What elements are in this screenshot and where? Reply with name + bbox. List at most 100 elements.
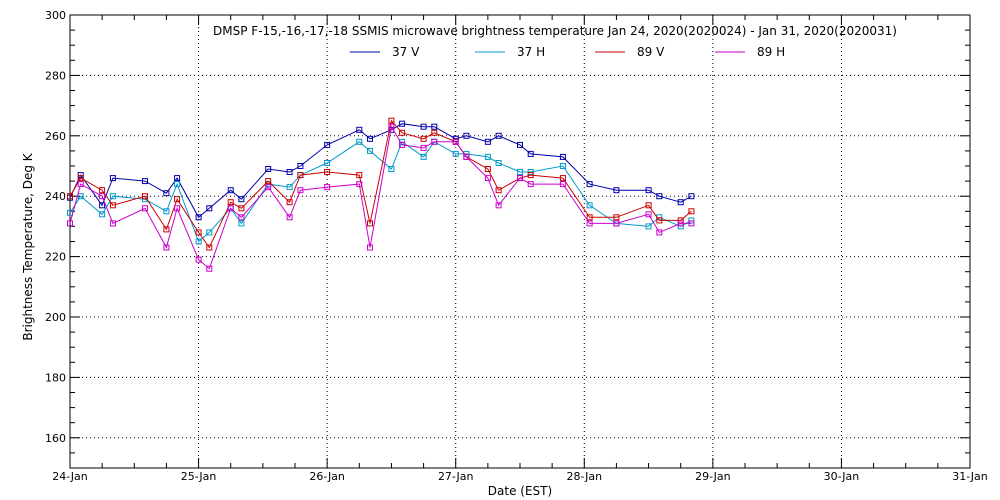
data-point-89-h	[174, 205, 181, 212]
y-tick-label: 280	[45, 69, 66, 82]
data-point-89-h	[286, 214, 293, 221]
data-point-89-h	[109, 220, 116, 227]
data-point-89-h	[238, 214, 245, 221]
x-tick-label: 28-Jan	[567, 470, 603, 483]
y-tick-label: 220	[45, 251, 66, 264]
data-point-89-v	[163, 226, 170, 233]
x-axis-label: Date (EST)	[488, 484, 552, 498]
x-tick-label: 29-Jan	[695, 470, 731, 483]
data-point-89-v	[484, 166, 491, 172]
data-point-37-h	[99, 211, 106, 218]
data-point-37-v	[356, 126, 363, 133]
x-tick-label: 31-Jan	[952, 470, 988, 483]
data-point-89-h	[484, 175, 491, 182]
series-line-89-v	[69, 119, 692, 249]
x-tick-label: 27-Jan	[438, 470, 474, 483]
data-point-37-v	[399, 120, 406, 127]
data-point-37-v	[420, 123, 427, 130]
series-89-v	[67, 117, 695, 251]
data-point-89-v	[99, 187, 106, 194]
data-point-89-h	[586, 220, 593, 227]
data-point-89-v	[656, 217, 663, 224]
data-point-89-h	[367, 244, 373, 251]
data-point-89-h	[645, 211, 652, 218]
data-point-37-h	[420, 153, 427, 160]
series-89-h	[67, 123, 695, 272]
data-point-89-h	[163, 244, 170, 251]
legend-item-89-v: 89 V	[595, 45, 665, 59]
data-point-37-v	[174, 175, 181, 182]
data-point-89-h	[324, 184, 331, 191]
series-line-37-v	[69, 123, 692, 219]
data-point-89-h	[388, 123, 395, 130]
data-point-89-h	[463, 153, 470, 160]
series-37-h	[67, 138, 695, 245]
data-point-89-v	[206, 244, 213, 251]
data-point-89-h	[356, 181, 363, 188]
data-point-37-v	[163, 190, 170, 197]
data-point-89-h	[613, 220, 620, 227]
data-point-89-v	[495, 187, 502, 194]
legend-label: 37 V	[392, 45, 420, 59]
data-point-89-v	[227, 199, 234, 206]
data-point-89-v	[431, 129, 438, 136]
data-point-37-v	[297, 163, 304, 169]
data-point-37-h	[495, 160, 502, 166]
x-tick-label: 30-Jan	[824, 470, 860, 483]
data-point-37-h	[174, 181, 181, 188]
legend-label: 89 H	[757, 45, 785, 59]
data-point-37-h	[388, 166, 395, 172]
data-point-37-h	[367, 147, 373, 154]
data-point-37-v	[645, 187, 652, 194]
data-point-37-h	[286, 184, 293, 191]
series-layer	[67, 117, 695, 272]
data-point-37-h	[484, 153, 491, 160]
data-point-89-v	[109, 202, 116, 209]
data-point-37-v	[586, 181, 593, 188]
data-point-37-v	[195, 214, 202, 221]
data-point-89-h	[399, 141, 406, 148]
data-point-89-h	[452, 138, 459, 145]
legend-label: 89 V	[637, 45, 665, 59]
data-point-89-h	[77, 181, 84, 188]
data-point-37-v	[324, 141, 331, 148]
data-point-89-v	[559, 175, 566, 182]
data-point-89-v	[388, 117, 395, 124]
data-point-89-v	[77, 175, 84, 182]
data-point-37-h	[324, 160, 331, 166]
data-point-37-h	[586, 202, 593, 209]
data-point-89-v	[420, 135, 427, 142]
data-point-89-h	[559, 181, 566, 188]
axis-ticks: 24-Jan 25-Jan 26-Jan 27-Jan 28-Jan 29-Jan 30-J…	[45, 9, 988, 483]
data-point-37-h	[163, 208, 170, 215]
data-point-89-v	[265, 178, 272, 185]
data-point-37-v	[688, 193, 695, 200]
data-point-89-v	[67, 193, 73, 200]
data-point-89-v	[195, 229, 202, 236]
data-point-89-h	[227, 205, 234, 212]
y-tick-label: 180	[45, 371, 66, 384]
data-point-89-v	[174, 196, 181, 203]
data-point-37-v	[656, 193, 663, 200]
data-point-89-v	[286, 199, 293, 206]
data-point-37-v	[484, 138, 491, 145]
legend-label: 37 H	[517, 45, 545, 59]
data-point-37-h	[517, 169, 523, 175]
data-point-89-h	[206, 265, 213, 272]
x-tick-label: 24-Jan	[52, 470, 88, 483]
data-point-37-h	[195, 238, 202, 245]
data-point-37-h	[109, 193, 116, 200]
data-point-89-h	[67, 220, 73, 227]
data-point-37-v	[527, 150, 534, 157]
data-point-89-h	[517, 175, 523, 182]
data-point-89-v	[688, 208, 695, 215]
data-point-89-v	[324, 169, 331, 175]
data-point-89-v	[399, 129, 406, 136]
data-point-37-v	[677, 199, 684, 206]
data-point-89-v	[367, 220, 373, 227]
data-point-37-v	[142, 178, 148, 185]
data-point-37-v	[109, 175, 116, 182]
y-tick-label: 300	[45, 9, 66, 22]
data-point-37-v	[431, 123, 438, 130]
